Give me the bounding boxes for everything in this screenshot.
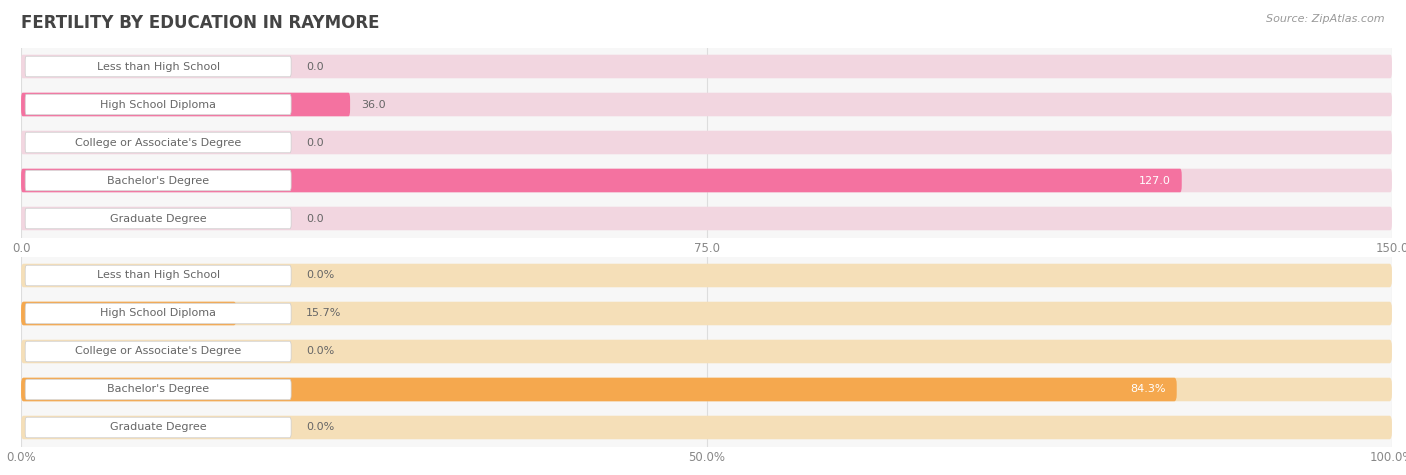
FancyBboxPatch shape <box>21 93 350 116</box>
FancyBboxPatch shape <box>25 170 291 191</box>
FancyBboxPatch shape <box>25 94 291 115</box>
FancyBboxPatch shape <box>21 169 1182 192</box>
FancyBboxPatch shape <box>21 55 1392 78</box>
Text: 15.7%: 15.7% <box>307 308 342 319</box>
Text: 0.0%: 0.0% <box>307 270 335 281</box>
FancyBboxPatch shape <box>21 378 1392 401</box>
Text: Bachelor's Degree: Bachelor's Degree <box>107 384 209 395</box>
FancyBboxPatch shape <box>21 264 1392 287</box>
FancyBboxPatch shape <box>21 207 1392 230</box>
Text: Graduate Degree: Graduate Degree <box>110 422 207 433</box>
Text: College or Associate's Degree: College or Associate's Degree <box>75 137 242 148</box>
Text: 0.0%: 0.0% <box>307 346 335 357</box>
FancyBboxPatch shape <box>21 169 1392 192</box>
FancyBboxPatch shape <box>25 265 291 286</box>
FancyBboxPatch shape <box>25 379 291 400</box>
FancyBboxPatch shape <box>21 302 1392 325</box>
Text: Source: ZipAtlas.com: Source: ZipAtlas.com <box>1267 14 1385 24</box>
Text: 36.0: 36.0 <box>361 99 385 110</box>
Text: Less than High School: Less than High School <box>97 270 219 281</box>
FancyBboxPatch shape <box>21 131 1392 154</box>
FancyBboxPatch shape <box>21 340 1392 363</box>
FancyBboxPatch shape <box>21 302 236 325</box>
FancyBboxPatch shape <box>25 56 291 77</box>
Text: College or Associate's Degree: College or Associate's Degree <box>75 346 242 357</box>
Text: 127.0: 127.0 <box>1139 175 1171 186</box>
FancyBboxPatch shape <box>21 378 1177 401</box>
FancyBboxPatch shape <box>25 417 291 438</box>
FancyBboxPatch shape <box>25 303 291 324</box>
FancyBboxPatch shape <box>25 341 291 362</box>
Text: Bachelor's Degree: Bachelor's Degree <box>107 175 209 186</box>
Text: 0.0%: 0.0% <box>307 422 335 433</box>
Text: Less than High School: Less than High School <box>97 61 219 72</box>
FancyBboxPatch shape <box>25 132 291 153</box>
FancyBboxPatch shape <box>21 416 1392 439</box>
Text: 0.0: 0.0 <box>307 61 323 72</box>
FancyBboxPatch shape <box>21 93 1392 116</box>
FancyBboxPatch shape <box>25 208 291 229</box>
Text: Graduate Degree: Graduate Degree <box>110 213 207 224</box>
Text: FERTILITY BY EDUCATION IN RAYMORE: FERTILITY BY EDUCATION IN RAYMORE <box>21 14 380 32</box>
Text: 0.0: 0.0 <box>307 137 323 148</box>
Text: High School Diploma: High School Diploma <box>100 99 217 110</box>
Text: 0.0: 0.0 <box>307 213 323 224</box>
Text: 84.3%: 84.3% <box>1130 384 1166 395</box>
Text: High School Diploma: High School Diploma <box>100 308 217 319</box>
